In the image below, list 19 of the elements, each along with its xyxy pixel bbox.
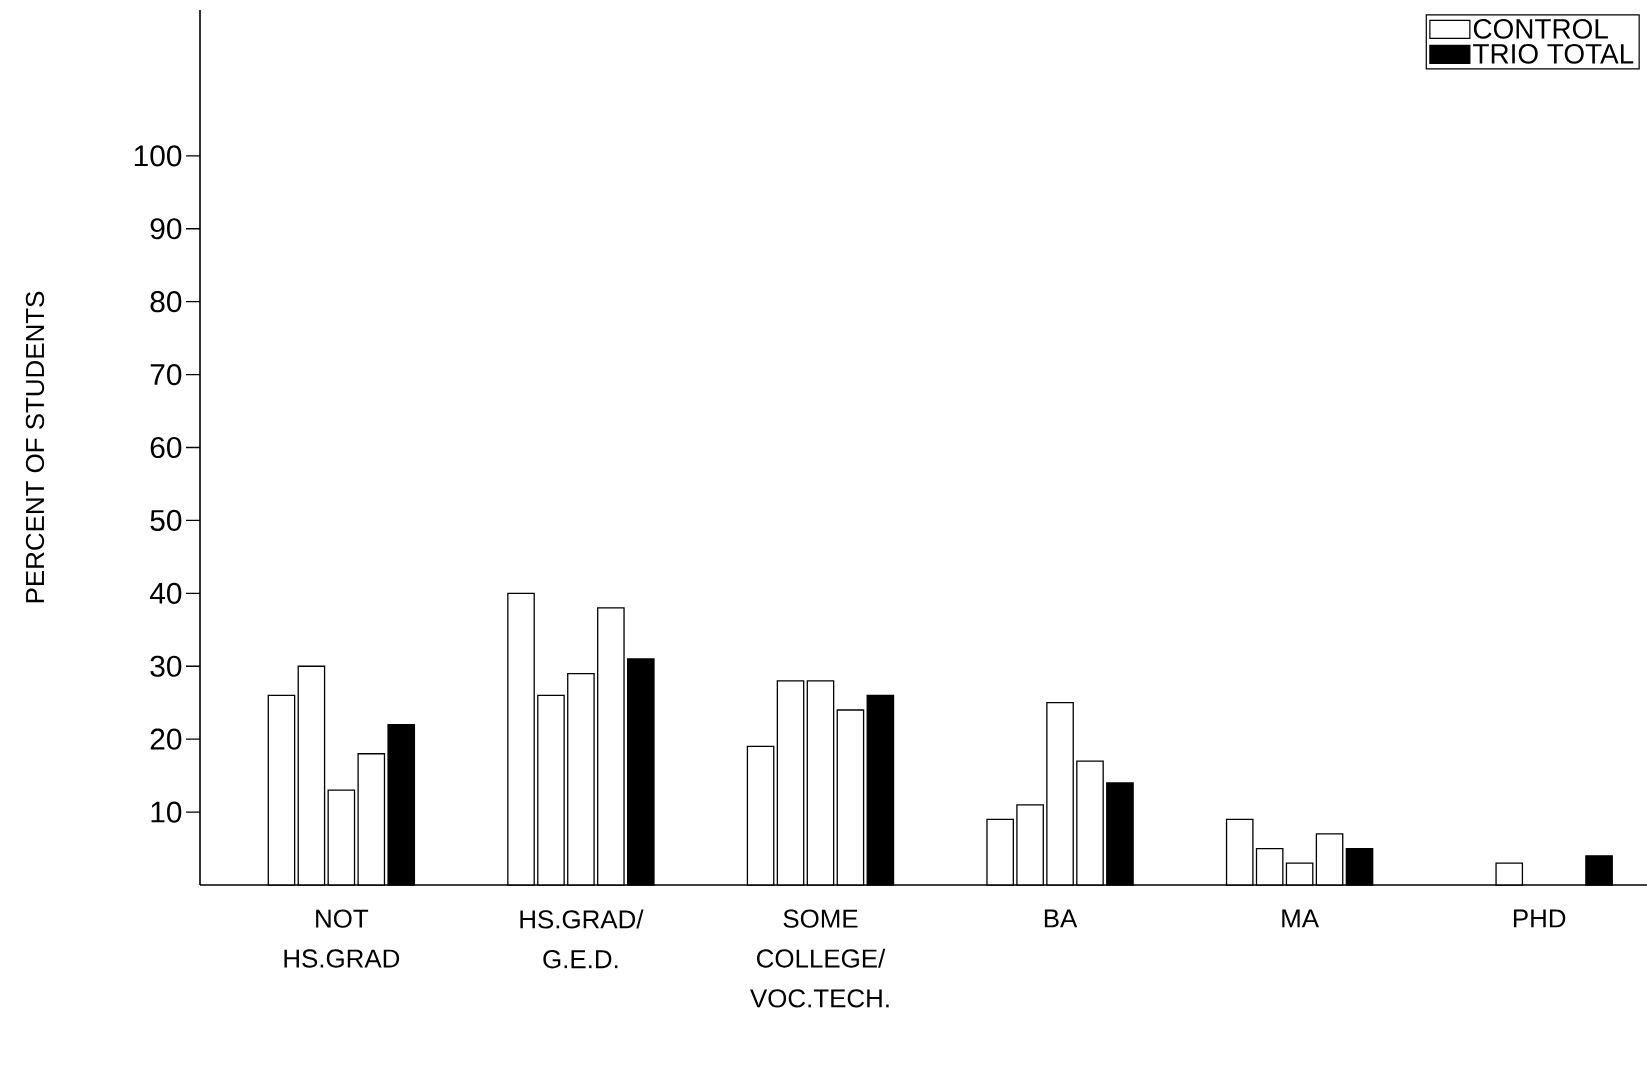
legend-label: CONTROL <box>1473 18 1608 39</box>
y-tick-label: 70 <box>150 363 182 386</box>
y-tick-label: 10 <box>151 801 182 823</box>
y-tick-label: 80 <box>150 291 182 313</box>
y-tick-label: 20 <box>150 728 182 750</box>
x-tick-label: PHD <box>1513 909 1566 928</box>
x-tick-label: MA <box>1282 909 1319 928</box>
x-tick-label: NOT HS.GRAD <box>284 909 400 968</box>
y-tick-label: 50 <box>150 509 182 531</box>
y-tick-label: 90 <box>150 218 182 240</box>
x-tick-label: BA <box>1044 909 1078 928</box>
y-axis-title: PERCENT OF STUDENTS <box>25 291 45 603</box>
legend-label: TRIO TOTAL <box>1473 43 1634 64</box>
x-tick-label: SOME COLLEGE/ VOC.TECH. <box>750 909 889 1008</box>
x-tick-label: HS.GRAD/ G.E.D. <box>520 909 644 969</box>
y-tick-label: 60 <box>150 436 182 459</box>
y-tick-label: 100 <box>134 145 182 167</box>
y-tick-label: 30 <box>150 655 182 677</box>
y-tick-label: 40 <box>149 582 182 604</box>
